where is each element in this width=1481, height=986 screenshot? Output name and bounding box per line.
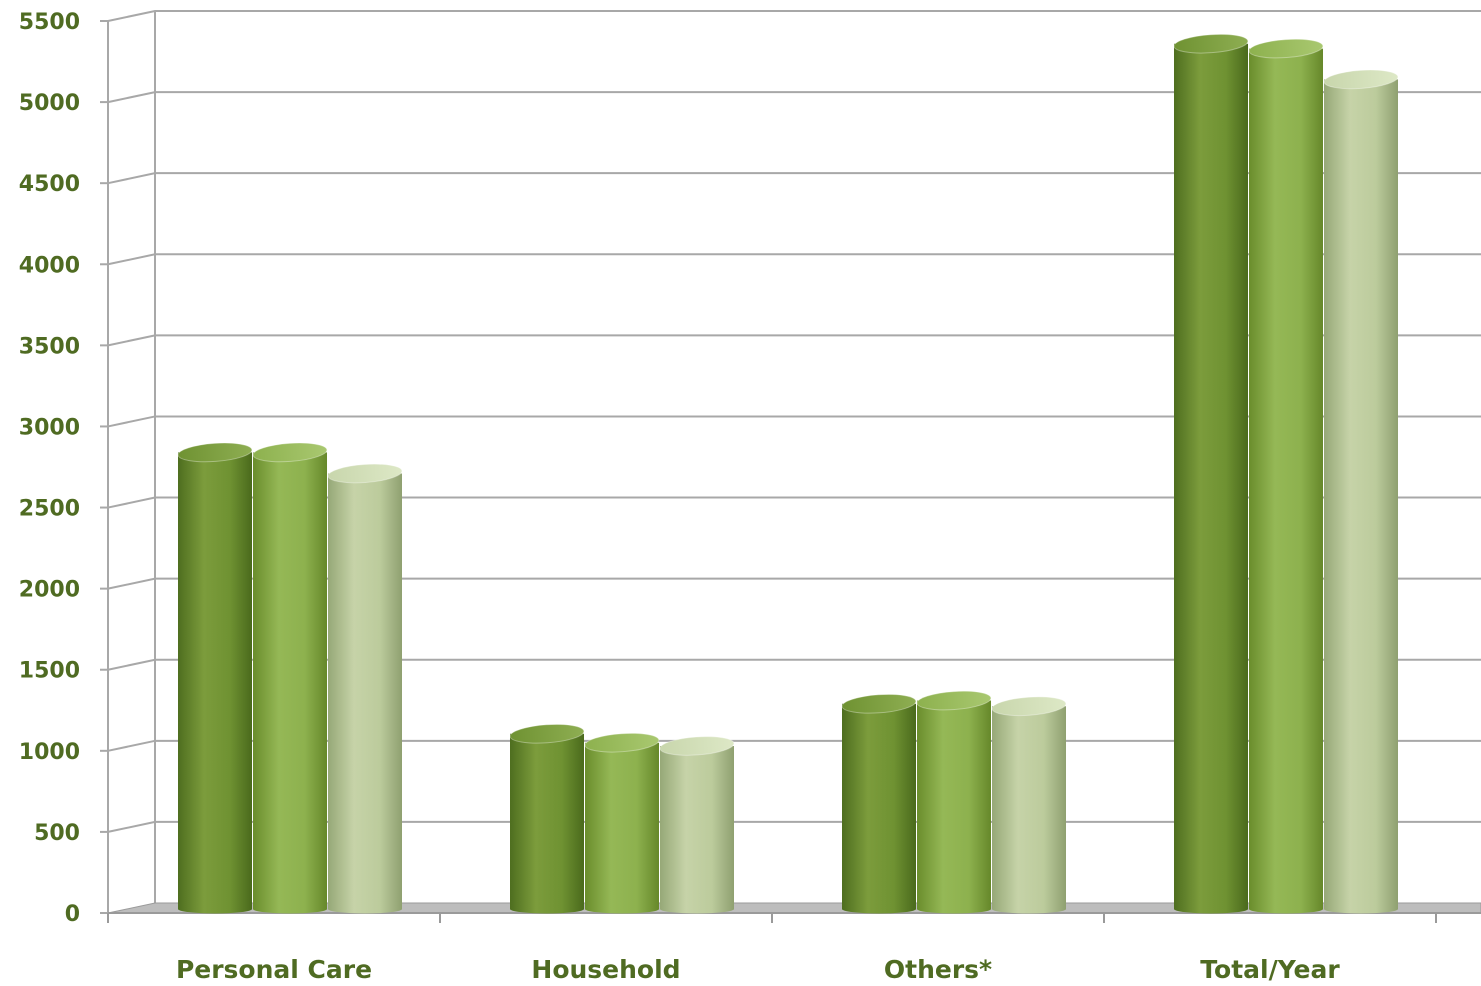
axis-labels: 0 500 1000 1500 2000 2500 3000 3500 4000 4500 5000…	[19, 10, 1341, 984]
y-tick-label: 3500	[19, 334, 80, 359]
y-tick-label: 4500	[19, 172, 80, 197]
bar	[991, 696, 1067, 914]
x-category-label: Household	[531, 955, 680, 984]
y-tick-label: 5500	[19, 10, 80, 35]
y-tick-label: 2500	[19, 497, 80, 522]
bar	[1323, 69, 1399, 914]
bar	[659, 736, 735, 914]
y-tick-label: 1500	[19, 659, 80, 684]
bar	[916, 690, 992, 914]
gridline	[107, 10, 1481, 22]
bar	[584, 732, 660, 914]
bar	[327, 463, 403, 914]
bar	[1248, 38, 1324, 914]
axes	[100, 11, 1481, 923]
bar	[509, 723, 585, 914]
x-category-label: Personal Care	[176, 955, 372, 984]
y-tick-label: 1000	[19, 740, 80, 765]
y-tick-label: 5000	[19, 91, 80, 116]
y-tick-label: 3000	[19, 415, 80, 440]
bar	[177, 442, 253, 914]
y-tick-label: 2000	[19, 578, 80, 603]
bar	[841, 693, 917, 914]
y-tick-label: 0	[65, 902, 80, 927]
x-category-label: Total/Year	[1200, 955, 1340, 984]
y-tick-label: 4000	[19, 253, 80, 278]
bar	[252, 442, 328, 914]
bars	[177, 33, 1399, 914]
y-tick-label: 500	[34, 821, 80, 846]
x-category-label: Others*	[884, 955, 992, 984]
bar	[1173, 33, 1249, 914]
